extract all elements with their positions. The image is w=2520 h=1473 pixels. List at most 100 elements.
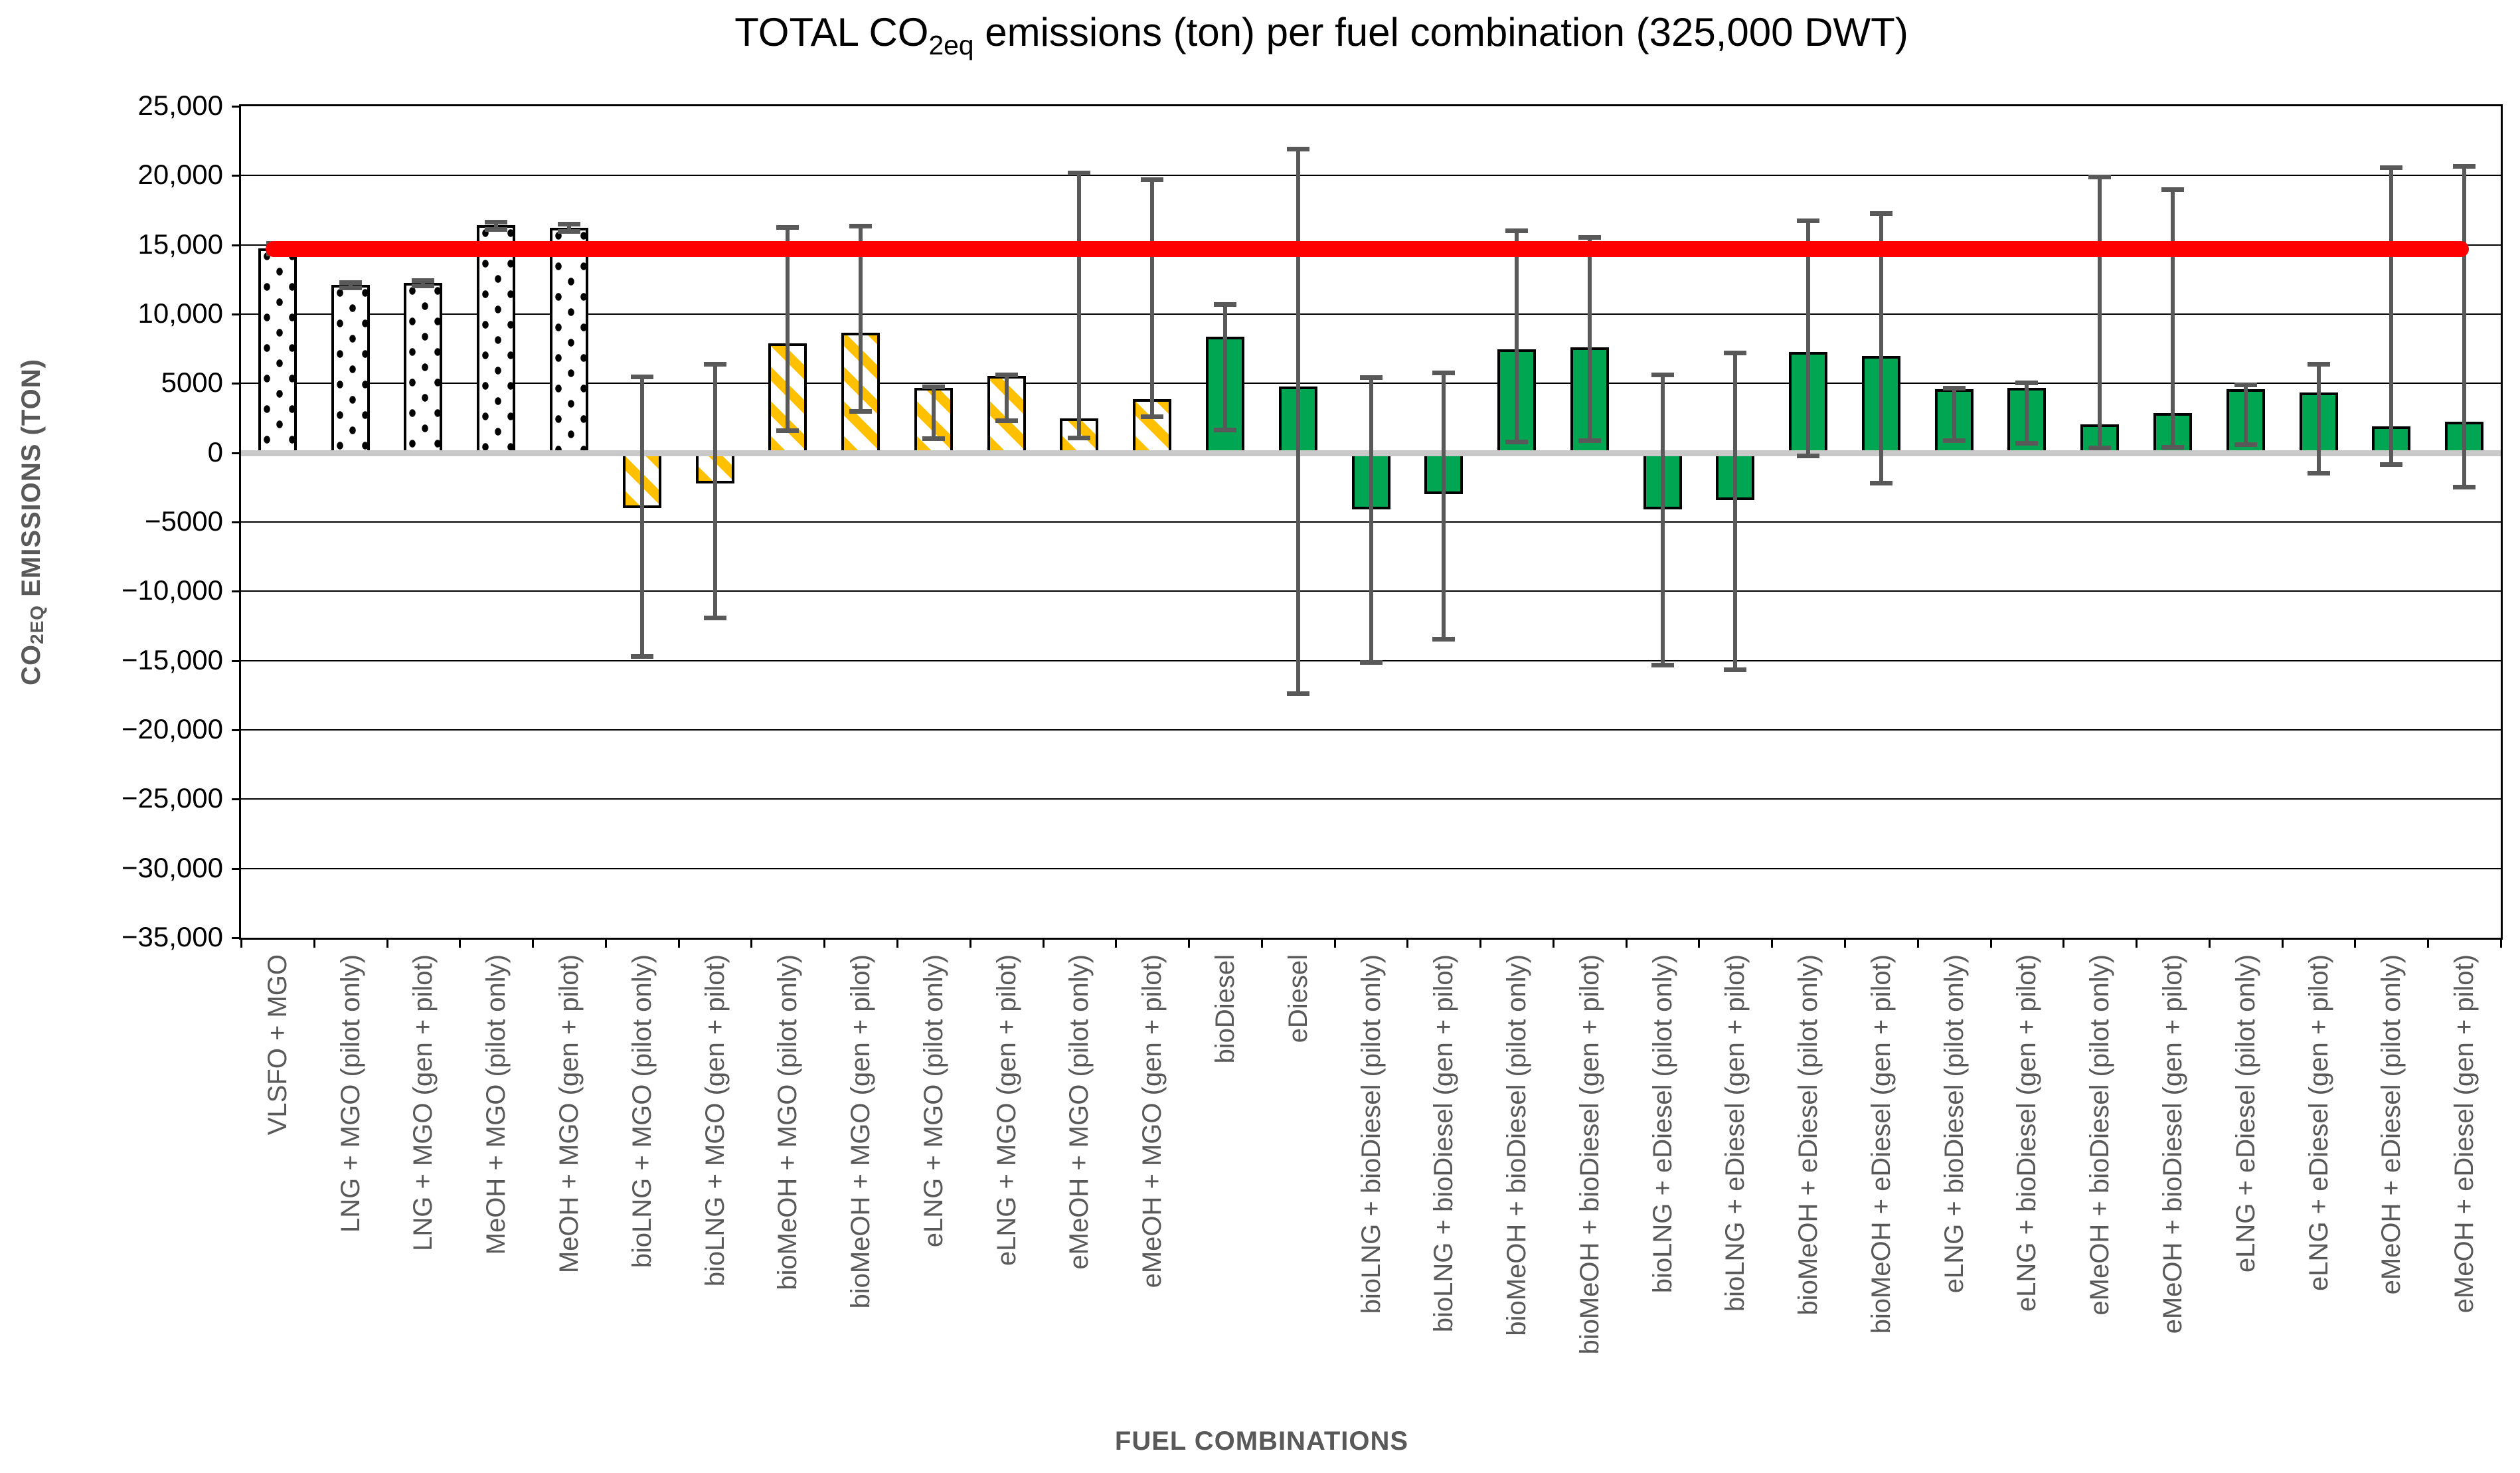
gridline: [241, 313, 2501, 315]
category-label: eMeOH + eDiesel (gen + pilot): [2450, 954, 2479, 1314]
y-axis-tick: [232, 244, 241, 246]
category-label: eLNG + MGO (pilot only): [918, 954, 948, 1248]
error-bar: [1515, 230, 1519, 442]
error-bar-cap-top: [2088, 175, 2112, 180]
category-label: bioLNG + eDiesel (pilot only): [1647, 954, 1677, 1294]
error-bar-cap-top: [2380, 165, 2403, 170]
category-label: eMeOH + bioDiesel (gen + pilot): [2158, 954, 2188, 1334]
chart-title-text: TOTAL CO: [734, 10, 929, 54]
x-axis-tick: [2208, 938, 2211, 948]
category-label: bioMeOH + bioDiesel (pilot only): [1502, 954, 1532, 1336]
error-bar-cap-top: [776, 224, 799, 230]
error-bar-cap-top: [1869, 211, 1892, 216]
error-bar-cap-bottom: [703, 615, 726, 620]
error-bar: [1296, 148, 1300, 693]
category-label: bioMeOH + MGO (pilot only): [773, 954, 803, 1290]
error-bar: [1369, 377, 1373, 662]
y-axis-tick: [232, 383, 241, 385]
error-bar-cap-bottom: [630, 654, 653, 659]
x-axis-tick: [459, 938, 462, 948]
error-bar: [2316, 364, 2321, 473]
x-axis-tick: [2500, 938, 2502, 948]
category-label: eLNG + MGO (gen + pilot): [991, 954, 1021, 1266]
error-bar-cap-top: [1651, 372, 1674, 377]
y-axis-tick: [232, 867, 241, 870]
x-axis-tick: [1188, 938, 1191, 948]
error-bar-cap-top: [1505, 228, 1529, 233]
error-bar-cap-bottom: [1141, 414, 1164, 420]
x-axis-tick: [532, 938, 535, 948]
x-axis-tick: [1042, 938, 1045, 948]
error-bar-cap-bottom: [1432, 637, 1456, 642]
error-bar-cap-top: [2234, 383, 2257, 388]
error-bar-cap-top: [1359, 375, 1383, 380]
error-bar-cap-top: [485, 220, 508, 225]
x-axis-tick: [896, 938, 898, 948]
error-bar: [494, 222, 499, 229]
bar: [331, 285, 370, 453]
category-label: bioMeOH + MGO (gen + pilot): [846, 954, 876, 1309]
category-label: eMeOH + MGO (gen + pilot): [1137, 954, 1167, 1288]
error-bar-cap-bottom: [485, 226, 508, 232]
category-label: bioMeOH + eDiesel (gen + pilot): [1866, 954, 1896, 1334]
error-bar: [1442, 372, 1446, 640]
chart-title-subscript: 2eq: [928, 30, 974, 60]
error-bar-cap-bottom: [1578, 438, 1601, 443]
error-bar: [639, 376, 644, 657]
bar: [404, 283, 443, 453]
x-axis-tick: [1260, 938, 1263, 948]
category-label: eMeOH + MGO (pilot only): [1064, 954, 1094, 1270]
error-bar-cap-top: [849, 224, 873, 229]
error-bar: [2462, 165, 2467, 487]
x-axis-tick: [969, 938, 971, 948]
error-bar-cap-top: [922, 384, 945, 389]
y-tick-label: −35,000: [122, 921, 223, 952]
y-tick-label: 15,000: [137, 228, 223, 260]
category-label: eLNG + eDiesel (gen + pilot): [2304, 954, 2333, 1291]
x-axis-tick: [1479, 938, 1482, 948]
error-bar: [421, 280, 426, 286]
error-bar: [1879, 213, 1883, 483]
error-bar-cap-bottom: [339, 286, 362, 291]
y-tick-label: −5000: [145, 505, 223, 537]
x-axis-tick: [1333, 938, 1336, 948]
error-bar-cap-bottom: [1068, 435, 1091, 440]
error-bar: [1077, 173, 1082, 438]
error-bar: [1806, 220, 1811, 456]
bar: [258, 248, 297, 453]
error-bar-cap-top: [2015, 381, 2039, 386]
error-bar: [713, 364, 717, 618]
error-bar-cap-bottom: [1359, 659, 1383, 665]
error-bar: [859, 226, 863, 412]
y-tick-label: 5000: [161, 367, 223, 398]
error-bar-cap-top: [557, 222, 580, 227]
y-tick-label: −20,000: [122, 713, 223, 744]
error-bar: [1952, 387, 1956, 440]
gridline: [241, 798, 2501, 800]
error-bar-cap-bottom: [1651, 662, 1674, 667]
error-bar: [2025, 383, 2029, 444]
category-label: bioLNG + bioDiesel (gen + pilot): [1429, 954, 1459, 1333]
gridline: [241, 729, 2501, 731]
x-axis-title: FUEL COMBINATIONS: [1114, 1427, 1409, 1456]
x-axis-tick: [1771, 938, 1774, 948]
x-axis-tick: [386, 938, 388, 948]
x-axis-tick: [1115, 938, 1118, 948]
category-label: MeOH + MGO (pilot only): [481, 954, 511, 1255]
x-axis-tick: [313, 938, 315, 948]
x-axis-tick: [1989, 938, 1992, 948]
error-bar-cap-bottom: [2161, 445, 2185, 450]
y-axis-tick: [232, 590, 241, 593]
chart-title: TOTAL CO2eq emissions (ton) per fuel com…: [734, 9, 1908, 61]
x-axis-tick: [677, 938, 680, 948]
error-bar-cap-top: [1432, 370, 1456, 375]
error-bar: [1004, 374, 1009, 420]
y-tick-label: −30,000: [122, 851, 223, 883]
error-bar-cap-bottom: [849, 409, 873, 414]
error-bar-cap-top: [1797, 218, 1820, 224]
x-axis-tick: [240, 938, 242, 948]
category-label: eDiesel: [1283, 954, 1313, 1043]
gridline: [241, 175, 2501, 177]
error-bar: [2243, 385, 2248, 445]
error-bar: [2098, 177, 2102, 448]
